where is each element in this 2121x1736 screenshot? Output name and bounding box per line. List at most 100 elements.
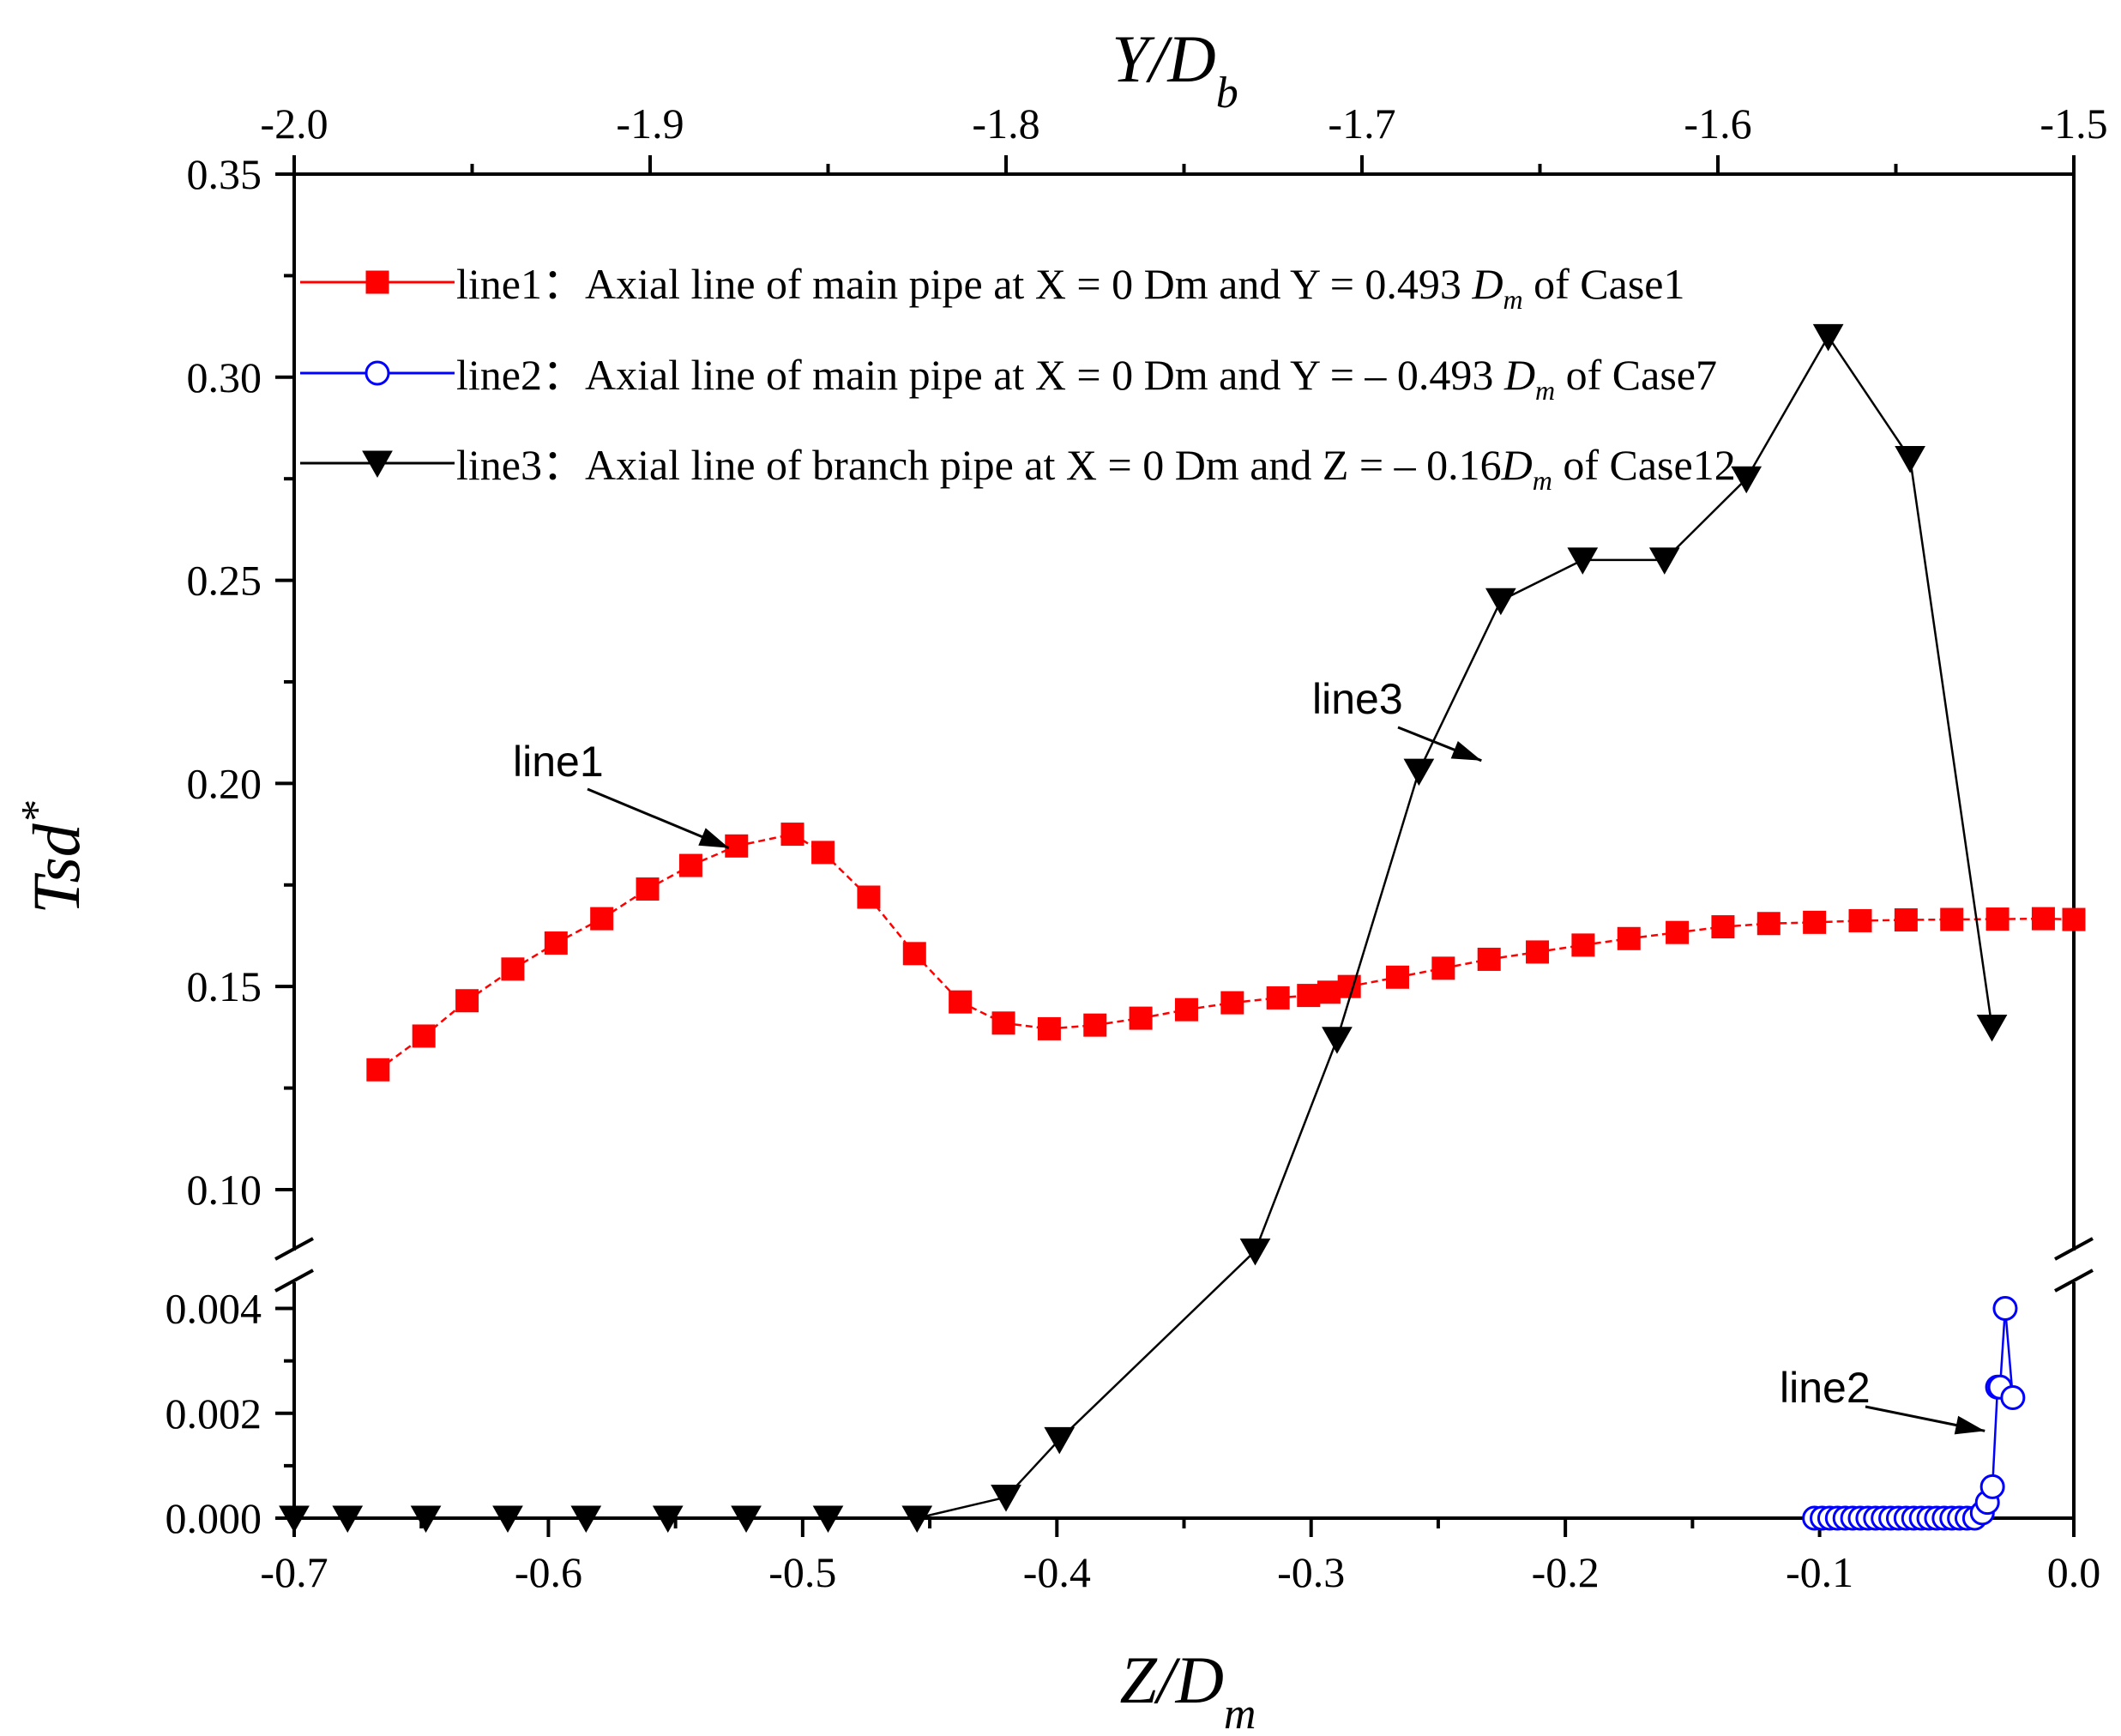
legend-dm-subscript: m <box>1503 284 1523 315</box>
annotation-arrow-head <box>1954 1415 1985 1435</box>
annotation-arrow-head <box>1450 740 1482 761</box>
line1-segment <box>647 864 692 890</box>
line3-point <box>901 1505 933 1534</box>
x2-tick-label: -1.7 <box>1328 99 1395 148</box>
line1-point <box>590 907 614 931</box>
y-axis-title: Tsd* <box>13 801 93 914</box>
line1-point <box>780 823 804 847</box>
line3-segment <box>1500 558 1583 602</box>
line3-point <box>1044 1426 1076 1455</box>
axis-break-mark <box>274 1269 314 1293</box>
line3-point <box>332 1505 364 1534</box>
line1-point <box>1174 998 1198 1022</box>
axis-break-mark <box>274 1237 314 1261</box>
legend-item-line1: line1：Axial line of main pipe at X = 0 D… <box>300 260 1685 315</box>
line2-segment <box>1991 1387 1999 1487</box>
line1-point <box>455 989 479 1013</box>
line3-segment <box>1827 335 1912 460</box>
line1-point <box>1083 1013 1107 1037</box>
line3-point <box>1731 466 1762 494</box>
x-axis-title: Z/Dm <box>1120 1643 1256 1736</box>
x2-tick-label: -1.9 <box>616 99 684 148</box>
axes-layer: -0.7 -0.6 -0.5 -0.4 -0.3 -0.2 -0.1 0.0 -2.0 -1.9 -… <box>166 99 2108 1596</box>
line1-point <box>811 841 835 865</box>
series-line2 <box>1802 1296 2026 1531</box>
annotation-line1: line1 <box>513 738 730 850</box>
line1-point <box>1985 907 2010 931</box>
line3-segment <box>1254 1039 1339 1251</box>
line3-segment <box>1335 770 1420 1040</box>
series-line1 <box>366 823 2086 1082</box>
y-tick-label: 0.30 <box>187 353 262 401</box>
line1-point <box>1317 980 1341 1004</box>
x2-tick-label: -1.6 <box>1684 99 1751 148</box>
line1-segment <box>1629 931 1678 940</box>
line3-segment <box>1745 335 1829 479</box>
legend-suffix: of Case7 <box>1555 351 1717 399</box>
line1-point <box>1266 986 1290 1010</box>
line1-point <box>1220 991 1244 1015</box>
line1-point <box>857 885 881 909</box>
line3-point <box>1812 323 1844 352</box>
line1-segment <box>512 942 557 970</box>
y-tick-label: 0.000 <box>166 1494 262 1542</box>
line1-point <box>1337 974 1361 998</box>
line1-point <box>678 853 702 877</box>
line3-point <box>991 1485 1021 1512</box>
y-tick-label: 0.20 <box>187 759 262 807</box>
line1-point <box>1666 920 1690 944</box>
line1-point <box>1803 910 1827 934</box>
annotation-line2: line2 <box>1780 1364 1985 1435</box>
legend-item-line3: line3：Axial line of branch pipe at X = 0… <box>300 441 1736 496</box>
y-tick-label: 0.15 <box>187 962 262 1010</box>
line3-segment <box>1058 1250 1256 1441</box>
line2-segment <box>1998 1308 2007 1388</box>
line3-point <box>1567 547 1599 575</box>
line1-segment <box>690 845 738 867</box>
line1-point <box>2062 907 2086 931</box>
legend-marker <box>365 270 389 294</box>
line1-point <box>1617 926 1641 950</box>
x2-axis-title: Y/Db <box>1112 21 1238 118</box>
annotation-arrow-head <box>698 828 729 848</box>
line1-point <box>991 1011 1015 1035</box>
line1-point <box>1571 933 1595 957</box>
x-tick-label: -0.6 <box>515 1548 582 1596</box>
line1-point <box>1297 984 1321 1008</box>
line1-point <box>1386 965 1409 989</box>
y-tick-label: 0.25 <box>187 557 262 605</box>
annotation-label: line3 <box>1312 675 1403 723</box>
legend-dm-subscript: m <box>1535 375 1555 406</box>
x-tick-label: -0.2 <box>1532 1548 1600 1596</box>
legend-label: line3：Axial line of branch pipe at X = 0… <box>456 441 1736 496</box>
legend-label: line2：Axial line of main pipe at X = 0 D… <box>456 351 1717 406</box>
line1-point <box>902 942 926 966</box>
line3-point <box>279 1505 310 1534</box>
line3-point <box>731 1505 762 1534</box>
line1-point <box>1848 908 1872 932</box>
line3-point <box>1322 1027 1353 1054</box>
line3-point <box>1239 1238 1271 1266</box>
annotation-label: line1 <box>513 738 604 786</box>
x2-axis-title-subscript: b <box>1216 69 1238 118</box>
line1-point <box>636 877 660 901</box>
line1-segment <box>555 917 603 944</box>
line1-point <box>1526 940 1550 964</box>
legend-suffix: of Case1 <box>1523 260 1685 308</box>
line1-segment <box>1348 976 1398 988</box>
line1-point <box>1431 956 1455 980</box>
line2-point <box>1992 1296 2018 1322</box>
line3-point <box>1648 547 1680 575</box>
line1-point <box>1037 1016 1061 1040</box>
line1-point <box>1477 947 1501 971</box>
series-layer <box>279 323 2086 1534</box>
line3-point <box>570 1505 602 1534</box>
y-tick-label: 0.002 <box>166 1389 262 1438</box>
line2-point <box>1979 1474 2005 1499</box>
x-tick-label: 0.0 <box>2047 1548 2101 1596</box>
legend-dm: D <box>1471 260 1503 308</box>
line3-point <box>1895 446 1925 473</box>
legend-marker <box>362 450 393 479</box>
line1-point <box>1940 907 1964 931</box>
